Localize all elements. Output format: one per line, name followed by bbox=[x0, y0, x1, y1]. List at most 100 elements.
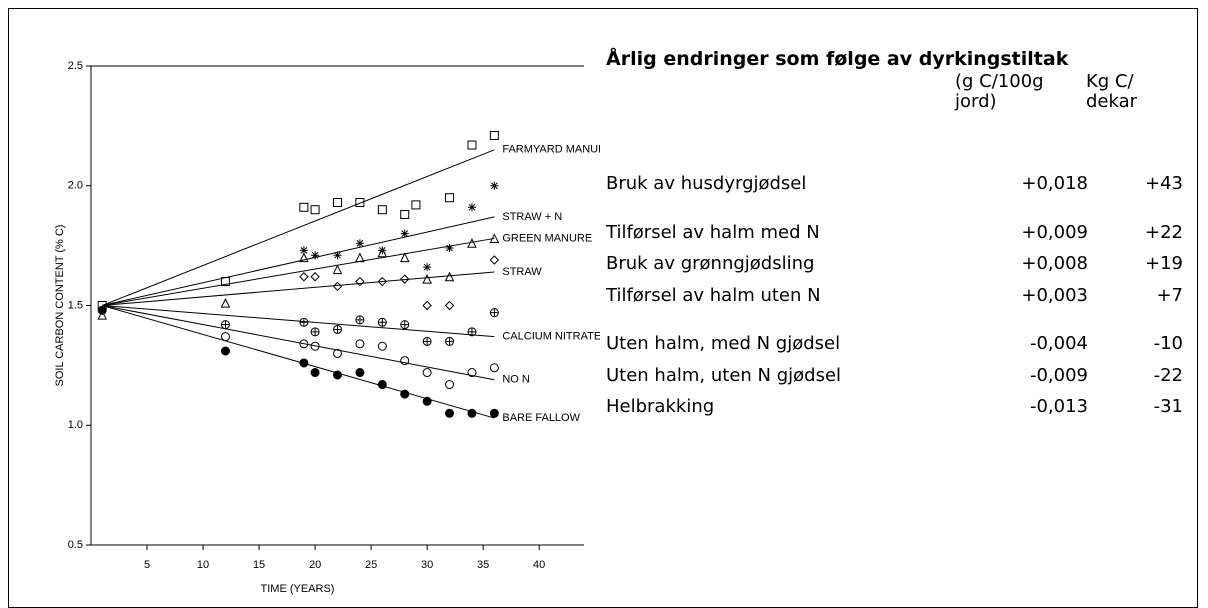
fit-line bbox=[102, 237, 495, 306]
row-label: Uten halm, uten N gjødsel bbox=[606, 364, 842, 386]
point bbox=[333, 198, 342, 208]
point bbox=[445, 244, 454, 253]
point bbox=[377, 247, 388, 258]
point bbox=[467, 327, 477, 337]
point bbox=[97, 305, 107, 315]
cell: -0,013 bbox=[1029, 396, 1088, 417]
point bbox=[220, 332, 230, 342]
table-row: Bruk av husdyrgjødsel +0,018 +43 bbox=[606, 173, 1186, 197]
point bbox=[220, 346, 230, 356]
table-row: Uten halm, uten N gjødsel -0,009 -22 bbox=[606, 365, 1186, 389]
point bbox=[445, 336, 455, 346]
row-label: Uten halm, med N gjødsel bbox=[606, 333, 841, 354]
fit-line bbox=[102, 305, 495, 419]
point bbox=[400, 274, 410, 284]
point bbox=[355, 198, 365, 208]
row-label: Helbrakking bbox=[606, 396, 715, 417]
point bbox=[299, 358, 309, 368]
fit-line bbox=[102, 305, 495, 381]
table-row: Uten halm, med N gjødsel -0,004 -10 bbox=[606, 333, 1186, 357]
cell: -10 bbox=[1153, 333, 1183, 354]
column-header: (g C/100g jord) bbox=[955, 71, 1044, 112]
y-tick-label: 1.0 bbox=[68, 419, 83, 431]
point bbox=[445, 408, 455, 418]
point bbox=[399, 252, 410, 263]
point bbox=[467, 238, 477, 248]
x-tick-label: 30 bbox=[421, 559, 433, 571]
point bbox=[333, 251, 342, 260]
point bbox=[400, 229, 409, 238]
y-tick-label: 0.5 bbox=[68, 539, 83, 551]
point bbox=[97, 309, 108, 320]
point bbox=[377, 317, 387, 327]
fit-line bbox=[102, 149, 495, 306]
table-row: Tilførsel av halm uten N +0,003 +7 bbox=[606, 285, 1186, 309]
point bbox=[310, 368, 320, 378]
point bbox=[422, 300, 432, 311]
point bbox=[378, 246, 387, 255]
point bbox=[489, 308, 499, 318]
table-row: Bruk av grønngjødsling +0,008 +19 bbox=[606, 253, 1186, 277]
point bbox=[377, 205, 387, 215]
row-label: Bruk av husdyrgjødsel bbox=[606, 173, 807, 194]
fit-line bbox=[102, 216, 495, 306]
point bbox=[400, 356, 410, 366]
cell: +19 bbox=[1145, 253, 1183, 274]
point bbox=[467, 368, 477, 378]
fit-line bbox=[102, 305, 495, 338]
point bbox=[422, 336, 432, 346]
point bbox=[299, 246, 308, 255]
table: Årlig endringer som følge av dyrkingstil… bbox=[606, 48, 1196, 417]
x-tick-label: 25 bbox=[365, 559, 377, 571]
point bbox=[467, 203, 476, 212]
point bbox=[311, 251, 320, 260]
point bbox=[299, 272, 309, 282]
y-tick-label: 2.0 bbox=[68, 180, 83, 192]
row-label: Tilførsel av halm med N bbox=[606, 221, 820, 243]
series-label: STRAW bbox=[502, 266, 542, 278]
point bbox=[377, 276, 388, 287]
series-label: NO N bbox=[502, 374, 530, 386]
point bbox=[355, 239, 364, 248]
point bbox=[490, 181, 499, 190]
cell: -0,009 bbox=[1029, 364, 1088, 386]
cell: +43 bbox=[1145, 173, 1183, 194]
cell: +0,003 bbox=[1021, 284, 1088, 306]
point bbox=[411, 200, 421, 210]
point bbox=[310, 272, 320, 282]
point bbox=[355, 339, 365, 349]
row-label: Tilførsel av halm uten N bbox=[606, 284, 821, 306]
cell: -31 bbox=[1153, 396, 1183, 417]
point bbox=[400, 209, 410, 219]
point bbox=[445, 380, 455, 390]
point bbox=[355, 368, 365, 378]
cell: +0,008 bbox=[1021, 253, 1088, 274]
point bbox=[299, 202, 309, 212]
point bbox=[400, 389, 410, 399]
point bbox=[489, 408, 499, 418]
point bbox=[489, 130, 499, 140]
x-tick-label: 35 bbox=[477, 559, 489, 571]
series-label: BARE FALLOW bbox=[502, 412, 580, 424]
point bbox=[445, 193, 455, 203]
point bbox=[444, 300, 455, 311]
point bbox=[423, 263, 432, 272]
series-label: STRAW + N bbox=[502, 211, 562, 223]
point bbox=[422, 274, 432, 284]
x-tick-label: 20 bbox=[309, 559, 321, 571]
point bbox=[444, 271, 455, 282]
cell: +7 bbox=[1156, 284, 1183, 306]
point bbox=[332, 281, 343, 292]
point bbox=[489, 255, 500, 265]
point bbox=[422, 368, 432, 378]
cell: +0,009 bbox=[1021, 221, 1088, 243]
series-label: FARMYARD MANURE bbox=[502, 144, 600, 156]
point bbox=[333, 370, 342, 380]
point bbox=[467, 140, 477, 150]
point bbox=[467, 408, 477, 418]
x-tick-label: 5 bbox=[144, 559, 150, 571]
x-tick-label: 15 bbox=[253, 559, 265, 571]
point bbox=[332, 264, 343, 275]
point bbox=[377, 341, 387, 351]
